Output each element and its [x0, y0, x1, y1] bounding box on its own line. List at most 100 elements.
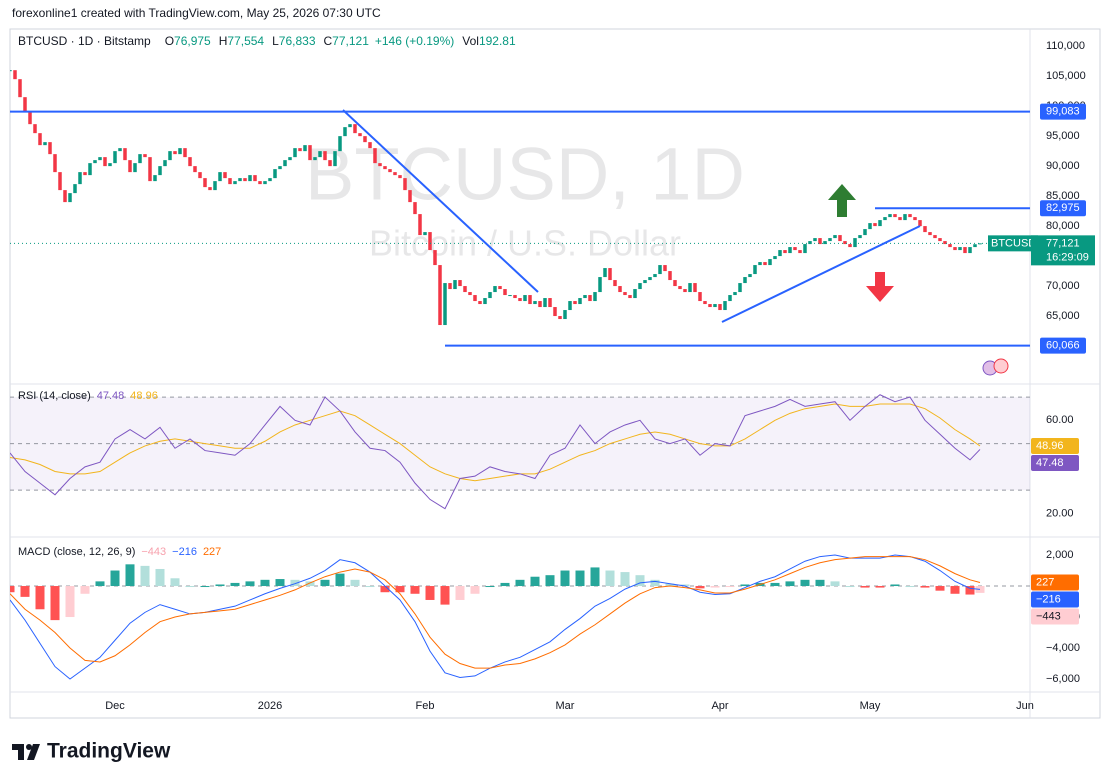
candle — [958, 247, 962, 251]
candle — [478, 301, 482, 305]
histogram-bar — [440, 586, 450, 605]
candle — [618, 286, 622, 293]
candle — [878, 220, 882, 227]
candle — [203, 178, 207, 188]
y-tick-label: 2,000 — [1046, 549, 1074, 561]
histogram-bar — [560, 570, 570, 587]
change: +146 (+0.19%) — [375, 34, 454, 48]
candle — [973, 244, 977, 248]
histogram-bar — [965, 586, 975, 595]
histogram-bar — [665, 583, 675, 587]
candle — [428, 232, 432, 251]
candle — [573, 301, 577, 305]
histogram-bar — [650, 579, 660, 587]
y-tick-label: −6,000 — [1046, 673, 1080, 685]
candle — [198, 172, 202, 179]
y-tick-label: 85,000 — [1046, 190, 1080, 202]
y-tick-label: 110,000 — [1046, 40, 1085, 52]
candle — [913, 217, 917, 221]
candle — [418, 214, 422, 236]
histogram-bar — [320, 579, 330, 587]
x-tick-label: May — [860, 700, 881, 712]
candle — [498, 286, 502, 290]
y-tick-label: −4,000 — [1046, 642, 1080, 654]
candle — [883, 217, 887, 221]
candle — [273, 169, 277, 179]
candle — [28, 112, 32, 125]
candle — [148, 157, 152, 182]
histogram-bar — [10, 586, 15, 593]
candle — [798, 250, 802, 254]
legend-value: 48.96 — [130, 390, 158, 402]
candle — [648, 277, 652, 281]
histogram-bar — [530, 576, 540, 587]
candle — [93, 160, 97, 164]
candle — [168, 151, 172, 161]
histogram-bar — [785, 581, 795, 587]
histogram-bar — [50, 586, 60, 621]
candle — [808, 241, 812, 245]
candle — [363, 136, 367, 143]
x-tick-label: Feb — [416, 700, 435, 712]
candle — [128, 160, 132, 173]
volume: 192.81 — [479, 34, 516, 48]
candle — [633, 289, 637, 299]
candle — [468, 292, 472, 296]
ohlc-value: 77,554 — [227, 34, 264, 48]
candle — [453, 280, 457, 290]
candle — [298, 148, 302, 152]
candle — [593, 292, 597, 302]
candle — [513, 295, 517, 299]
candle — [583, 295, 587, 299]
candle — [853, 238, 857, 248]
x-tick-label: Jun — [1016, 700, 1034, 712]
candle — [83, 172, 87, 176]
candle — [718, 304, 722, 311]
candle — [678, 286, 682, 290]
legend-value: −216 — [172, 546, 197, 558]
histogram-bar — [545, 575, 555, 587]
y-tick-label: 80,000 — [1046, 220, 1080, 232]
candle — [223, 172, 227, 179]
candle — [548, 298, 552, 308]
candle — [448, 283, 452, 290]
candle — [338, 136, 342, 152]
level-box — [1040, 200, 1086, 217]
candle — [543, 298, 547, 308]
candle — [333, 151, 337, 167]
histogram-bar — [905, 586, 915, 588]
level-label: 99,083 — [1046, 106, 1080, 118]
candle — [23, 97, 27, 113]
candle — [943, 241, 947, 245]
candle — [293, 148, 297, 158]
level-label: 82,975 — [1046, 202, 1080, 214]
candle — [788, 247, 792, 254]
candle — [193, 166, 197, 173]
histogram-bar — [455, 586, 465, 600]
candle — [208, 187, 212, 191]
indicator-title: RSI (14, close) — [18, 390, 91, 402]
footer-logo: TradingView — [12, 740, 171, 763]
candle — [458, 280, 462, 287]
candle — [623, 292, 627, 296]
macd-line — [10, 554, 981, 680]
candle — [693, 283, 697, 293]
candle — [443, 283, 447, 326]
candle — [758, 262, 762, 266]
macd-line — [10, 556, 981, 669]
axis-value-label: −443 — [1036, 610, 1061, 622]
candle — [558, 316, 562, 320]
axis-value-box — [1031, 608, 1079, 625]
candle — [18, 79, 22, 98]
event-icon[interactable] — [993, 358, 1009, 374]
x-tick-label: Mar — [556, 700, 575, 712]
candle — [103, 157, 107, 167]
candle — [503, 289, 507, 296]
candle — [868, 223, 872, 230]
legend-value: 47.48 — [97, 390, 125, 402]
candle — [903, 214, 907, 221]
candle — [688, 283, 692, 293]
candle — [423, 232, 427, 236]
candle — [383, 166, 387, 170]
